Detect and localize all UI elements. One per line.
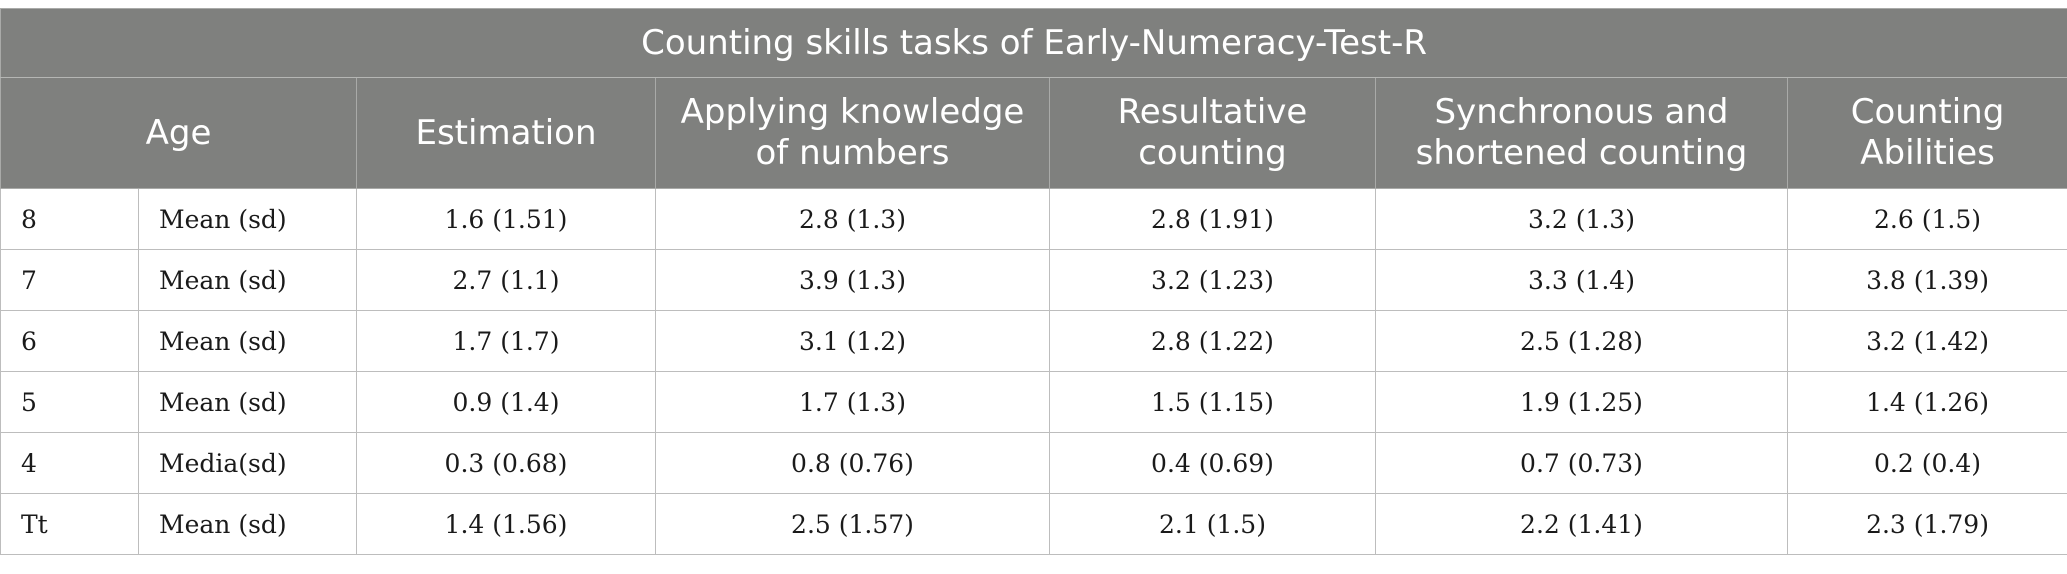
column-header-resultative-counting: Resultative counting (1049, 77, 1376, 189)
resultative-counting-cell: 2.8 (1.91) (1049, 188, 1376, 250)
synchronous-counting-cell: 3.3 (1.4) (1375, 249, 1788, 311)
column-header-estimation: Estimation (356, 77, 656, 189)
table-body: 8 Mean (sd) 1.6 (1.51) 2.8 (1.3) 2.8 (1.… (0, 188, 2067, 555)
age-cell: 7 (0, 249, 139, 311)
table-header: Counting skills tasks of Early-Numeracy-… (0, 8, 2067, 189)
synchronous-counting-cell: 1.9 (1.25) (1375, 371, 1788, 433)
applying-knowledge-cell: 3.1 (1.2) (655, 310, 1050, 372)
table-row: 5 Mean (sd) 0.9 (1.4) 1.7 (1.3) 1.5 (1.1… (0, 371, 2067, 433)
statistic-label-cell: Mean (sd) (138, 310, 357, 372)
age-cell: 8 (0, 188, 139, 250)
estimation-cell: 1.6 (1.51) (356, 188, 656, 250)
estimation-cell: 2.7 (1.1) (356, 249, 656, 311)
statistic-label-cell: Mean (sd) (138, 371, 357, 433)
table-row: 7 Mean (sd) 2.7 (1.1) 3.9 (1.3) 3.2 (1.2… (0, 249, 2067, 311)
statistic-label-cell: Mean (sd) (138, 249, 357, 311)
estimation-cell: 0.3 (0.68) (356, 432, 656, 494)
column-header-applying-knowledge: Applying knowledge of numbers (655, 77, 1050, 189)
synchronous-counting-cell: 2.5 (1.28) (1375, 310, 1788, 372)
synchronous-counting-cell: 2.2 (1.41) (1375, 493, 1788, 555)
column-header-row: Age Estimation Applying knowledge of num… (0, 77, 2067, 189)
counting-abilities-cell: 1.4 (1.26) (1786, 371, 2067, 433)
table-row: Tt Mean (sd) 1.4 (1.56) 2.5 (1.57) 2.1 (… (0, 493, 2067, 555)
synchronous-counting-cell: 3.2 (1.3) (1375, 188, 1788, 250)
applying-knowledge-cell: 1.7 (1.3) (655, 371, 1050, 433)
synchronous-counting-cell: 0.7 (0.73) (1375, 432, 1788, 494)
statistic-label-cell: Media(sd) (138, 432, 357, 494)
table-row: 6 Mean (sd) 1.7 (1.7) 3.1 (1.2) 2.8 (1.2… (0, 310, 2067, 372)
table-row: 8 Mean (sd) 1.6 (1.51) 2.8 (1.3) 2.8 (1.… (0, 188, 2067, 250)
counting-abilities-cell: 3.8 (1.39) (1786, 249, 2067, 311)
column-header-synchronous-counting: Synchronous and shortened counting (1375, 77, 1788, 189)
age-cell: 6 (0, 310, 139, 372)
applying-knowledge-cell: 2.5 (1.57) (655, 493, 1050, 555)
statistic-label-cell: Mean (sd) (138, 493, 357, 555)
resultative-counting-cell: 2.8 (1.22) (1049, 310, 1376, 372)
column-header-counting-abilities: Counting Abilities (1786, 77, 2067, 189)
applying-knowledge-cell: 0.8 (0.76) (655, 432, 1050, 494)
applying-knowledge-cell: 3.9 (1.3) (655, 249, 1050, 311)
estimation-cell: 1.4 (1.56) (356, 493, 656, 555)
resultative-counting-cell: 1.5 (1.15) (1049, 371, 1376, 433)
estimation-cell: 1.7 (1.7) (356, 310, 656, 372)
counting-abilities-cell: 0.2 (0.4) (1786, 432, 2067, 494)
table-row: 4 Media(sd) 0.3 (0.68) 0.8 (0.76) 0.4 (0… (0, 432, 2067, 494)
age-cell: 5 (0, 371, 139, 433)
age-cell: Tt (0, 493, 139, 555)
resultative-counting-cell: 0.4 (0.69) (1049, 432, 1376, 494)
statistic-label-cell: Mean (sd) (138, 188, 357, 250)
applying-knowledge-cell: 2.8 (1.3) (655, 188, 1050, 250)
age-cell: 4 (0, 432, 139, 494)
counting-abilities-cell: 2.3 (1.79) (1786, 493, 2067, 555)
estimation-cell: 0.9 (1.4) (356, 371, 656, 433)
resultative-counting-cell: 2.1 (1.5) (1049, 493, 1376, 555)
counting-abilities-cell: 2.6 (1.5) (1786, 188, 2067, 250)
column-header-age: Age (0, 77, 357, 189)
table-title-row: Counting skills tasks of Early-Numeracy-… (0, 8, 2067, 78)
table-title: Counting skills tasks of Early-Numeracy-… (0, 8, 2067, 78)
resultative-counting-cell: 3.2 (1.23) (1049, 249, 1376, 311)
counting-skills-table: Counting skills tasks of Early-Numeracy-… (0, 8, 2067, 555)
counting-abilities-cell: 3.2 (1.42) (1786, 310, 2067, 372)
